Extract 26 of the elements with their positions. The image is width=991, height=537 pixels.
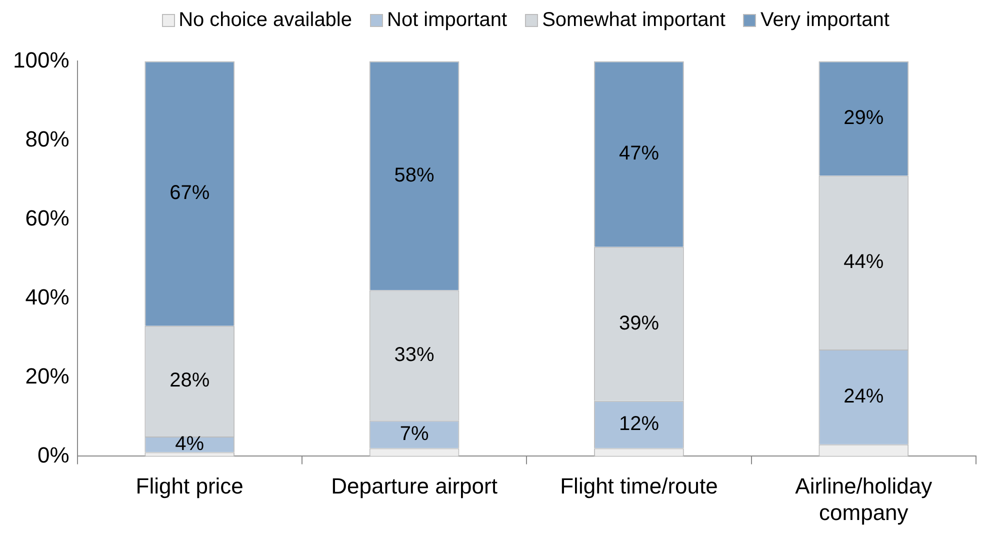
data-label: 33% (394, 344, 435, 366)
data-label: 39% (618, 312, 660, 334)
y-tick-label: 40% (25, 284, 70, 310)
data-label: 4% (175, 432, 204, 455)
legend-label: Very important (760, 8, 890, 32)
legend-label: No choice available (178, 8, 352, 32)
data-label: 29% (844, 106, 884, 129)
y-tick-label: 80% (25, 126, 70, 152)
y-tick-label: 0% (37, 442, 70, 468)
data-label: 7% (400, 422, 429, 445)
data-label: 58% (394, 164, 435, 186)
legend-label: Somewhat important (542, 8, 726, 32)
x-tick-label: Flight time/route (560, 473, 718, 498)
data-label: 12% (618, 413, 660, 436)
data-label: 67% (170, 182, 210, 204)
data-label: 28% (170, 370, 210, 392)
x-tick-label: Airline/holiday company (795, 473, 932, 525)
y-tick-label: 100% (12, 47, 70, 72)
y-tick-label: 60% (25, 205, 70, 230)
data-label: 24% (844, 385, 884, 408)
legend-label: Not important (387, 8, 508, 32)
x-tick-label: Flight price (136, 473, 244, 498)
data-label: 47% (618, 142, 660, 165)
x-tick-label: Departure airport (331, 473, 498, 498)
data-label: 44% (844, 251, 884, 274)
y-tick-label: 20% (25, 363, 70, 388)
